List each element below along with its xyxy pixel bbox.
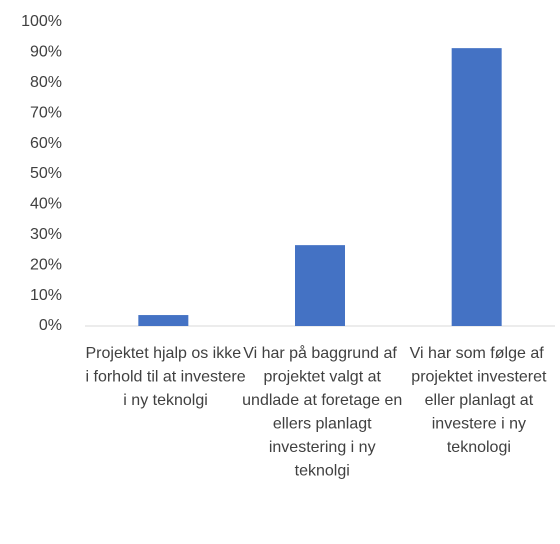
y-tick-label: 90% [30, 44, 62, 61]
y-tick-label: 70% [30, 104, 62, 121]
y-tick-label: 100% [21, 13, 62, 30]
y-tick-label: 20% [30, 256, 62, 273]
x-tick-label: Vi har som følge af projektet investeret… [407, 345, 547, 456]
bar [451, 48, 502, 326]
y-tick-label: 10% [30, 287, 62, 304]
y-tick-label: 40% [30, 196, 62, 213]
y-tick-label: 30% [30, 226, 62, 243]
y-tick-label: 50% [30, 165, 62, 182]
bar [138, 315, 189, 326]
x-tick-label: Vi har på baggrund af projektet valgt at… [238, 344, 403, 480]
y-tick-label: 0% [39, 317, 62, 334]
y-tick-label: 60% [30, 135, 62, 152]
x-tick-label: Projektet hjalp os ikke i forhold til at… [81, 345, 246, 409]
y-tick-label: 80% [30, 74, 62, 91]
bar [295, 245, 345, 326]
